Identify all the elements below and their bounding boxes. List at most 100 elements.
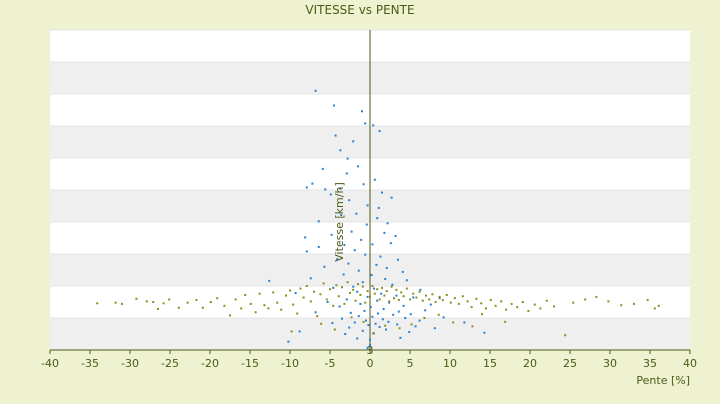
data-point (309, 300, 312, 303)
data-point (347, 262, 350, 265)
data-point (388, 300, 391, 303)
data-point (373, 287, 375, 290)
data-point (290, 330, 293, 333)
x-tick-label: 35 (643, 357, 657, 370)
data-point (346, 281, 349, 284)
data-point (305, 186, 308, 189)
data-point (365, 319, 367, 322)
data-point (408, 331, 411, 334)
data-point (607, 300, 610, 303)
data-point (354, 299, 357, 302)
data-point (294, 292, 297, 295)
data-point (431, 293, 434, 296)
x-tick-label: -35 (81, 357, 99, 370)
data-point (369, 306, 372, 309)
data-point (421, 299, 424, 302)
data-point (145, 300, 148, 303)
data-point (378, 298, 381, 301)
data-point (398, 327, 401, 330)
data-points (96, 89, 660, 350)
data-point (390, 285, 393, 288)
x-tick-label: 30 (603, 357, 617, 370)
data-point (418, 290, 421, 293)
data-point (410, 323, 413, 326)
data-point (392, 313, 395, 316)
data-point (357, 283, 359, 286)
data-point (285, 294, 287, 297)
data-point (366, 204, 369, 207)
data-point (463, 321, 466, 324)
data-point (505, 308, 507, 311)
data-point (366, 295, 369, 298)
data-point (280, 308, 283, 311)
data-point (229, 314, 231, 317)
data-point (397, 299, 400, 302)
x-tick-label: -25 (161, 357, 179, 370)
data-point (364, 301, 367, 304)
data-point (348, 199, 351, 202)
data-point (360, 238, 363, 241)
data-point (195, 299, 198, 302)
data-point (442, 316, 445, 319)
data-point (481, 313, 483, 316)
data-point (449, 301, 452, 304)
data-point (364, 253, 367, 256)
data-point (311, 182, 314, 185)
data-point (471, 325, 474, 328)
data-point (485, 307, 487, 310)
x-axis-label: Pente [%] (636, 374, 690, 387)
data-point (387, 320, 390, 323)
x-tick-label: 40 (683, 357, 697, 370)
data-point (453, 297, 456, 300)
data-point (385, 267, 388, 270)
data-point (553, 305, 555, 308)
data-point (344, 333, 347, 335)
data-point (371, 315, 374, 318)
x-tick-label: -15 (241, 357, 259, 370)
data-point (564, 334, 567, 337)
data-point (510, 302, 513, 305)
data-point (545, 299, 548, 302)
data-point (379, 255, 382, 258)
data-point (317, 245, 320, 248)
data-point (296, 312, 299, 315)
y-axis-label: Vitesse [km/h] (333, 182, 346, 262)
data-point (339, 149, 342, 152)
data-point (404, 317, 407, 319)
data-point (289, 289, 291, 292)
data-point (322, 282, 325, 285)
data-point (314, 311, 317, 314)
data-point (445, 293, 448, 296)
data-point (402, 304, 405, 307)
data-point (331, 322, 334, 325)
data-point (401, 270, 404, 273)
data-point (438, 297, 441, 300)
data-point (382, 308, 385, 311)
data-point (309, 277, 312, 280)
data-point (397, 310, 400, 313)
data-point (539, 307, 542, 310)
data-point (157, 308, 159, 311)
data-point (377, 312, 379, 315)
x-tick-label: -10 (281, 357, 299, 370)
data-point (383, 231, 386, 234)
data-point (385, 290, 388, 293)
data-point (152, 301, 155, 303)
data-point (357, 165, 359, 168)
plot-area: -40 -35 -30 -25 -20 -15 -10 -5 0 5 10 15 20 25 30 35 40 3 (41, 29, 697, 370)
data-point (349, 311, 352, 314)
data-point (415, 296, 418, 299)
data-point (361, 285, 364, 288)
data-point (400, 291, 403, 294)
data-point (338, 305, 341, 308)
data-point (369, 338, 371, 341)
data-point (323, 265, 326, 268)
data-point (234, 298, 237, 301)
data-point (390, 196, 393, 199)
data-point (405, 279, 408, 282)
data-point (483, 331, 486, 334)
data-point (409, 313, 412, 316)
data-point (276, 301, 279, 304)
